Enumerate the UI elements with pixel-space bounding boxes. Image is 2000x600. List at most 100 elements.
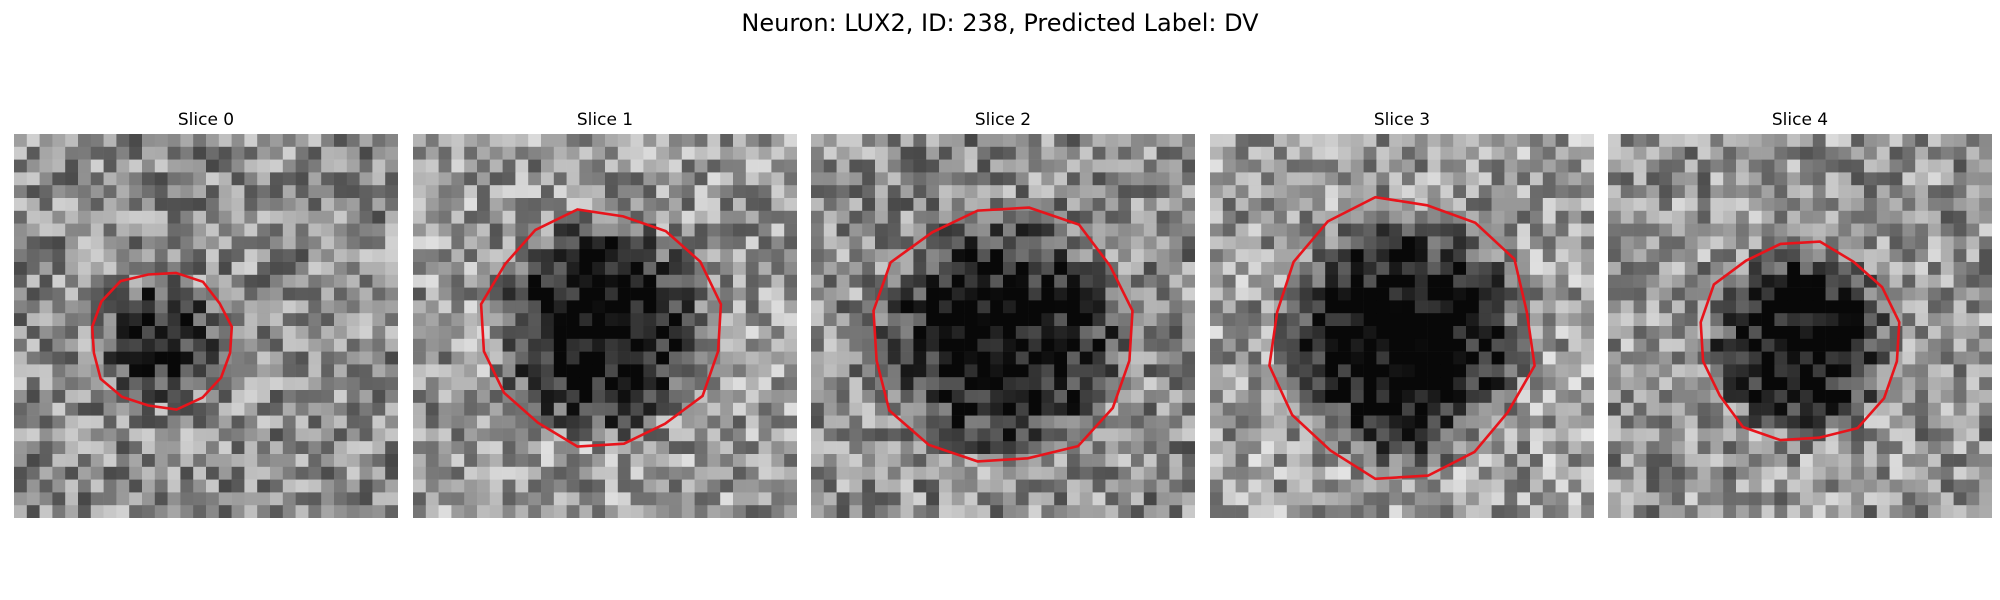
slice-pixel: [1864, 377, 1878, 391]
slice-pixel: [1427, 479, 1441, 493]
slice-pixel: [1787, 223, 1801, 237]
slice-pixel: [116, 377, 130, 391]
slice-pixel: [65, 402, 79, 416]
slice-pixel: [913, 249, 927, 263]
slice-pixel: [1568, 428, 1582, 442]
slice-pixel: [206, 300, 220, 314]
slice-pixel: [1491, 134, 1505, 148]
slice-pixel: [206, 377, 220, 391]
slice-pixel: [193, 223, 207, 237]
slice-pixel: [1633, 505, 1647, 518]
slice-pixel: [385, 159, 398, 173]
slice-pixel: [1800, 262, 1814, 276]
slice-pixel: [167, 146, 181, 160]
slice-pixel: [900, 338, 914, 352]
slice-pixel: [1966, 313, 1980, 327]
slice-pixel: [1889, 262, 1903, 276]
slice-pixel: [413, 428, 427, 442]
slice-pixel: [116, 223, 130, 237]
slice-pixel: [193, 402, 207, 416]
slice-pixel: [334, 274, 348, 288]
slice-pixel: [1105, 313, 1119, 327]
slice-pixel: [681, 505, 695, 518]
slice-pixel: [154, 300, 168, 314]
slice-pixel: [231, 377, 245, 391]
slice-pixel: [617, 159, 631, 173]
slice-pixel: [745, 415, 759, 429]
slice-pixel: [26, 377, 40, 391]
slice-pixel: [1864, 505, 1878, 518]
slice-pixel: [26, 172, 40, 186]
slice-pixel: [1453, 185, 1467, 199]
slice-pixel: [951, 313, 965, 327]
slice-pixel: [1478, 351, 1492, 365]
slice-pixel: [1222, 428, 1236, 442]
slice-pixel: [566, 492, 580, 506]
slice-pixel: [656, 274, 670, 288]
slice-pixel: [1389, 287, 1403, 301]
slice-pixel: [489, 134, 503, 148]
slice-pixel: [1902, 300, 1916, 314]
slice-pixel: [1235, 313, 1249, 327]
slice-pixel: [39, 479, 53, 493]
slice-pixel: [1646, 338, 1660, 352]
slice-pixel: [1902, 146, 1916, 160]
slice-pixel: [939, 479, 953, 493]
slice-pixel: [745, 313, 759, 327]
slice-pixel: [1646, 415, 1660, 429]
slice-pixel: [1889, 466, 1903, 480]
slice-pixel: [1530, 223, 1544, 237]
slice-pixel: [321, 402, 335, 416]
slice-pixel: [103, 428, 117, 442]
slice-pixel: [1953, 338, 1967, 352]
slice-pixel: [244, 415, 258, 429]
slice-pixel: [334, 338, 348, 352]
slice-pixel: [605, 313, 619, 327]
slice-pixel: [1453, 377, 1467, 391]
slice-pixel: [1414, 505, 1428, 518]
slice-pixel: [1851, 479, 1865, 493]
slice-pixel: [1028, 159, 1042, 173]
slice-pixel: [270, 300, 284, 314]
slice-pixel: [553, 415, 567, 429]
slice-pixel: [579, 338, 593, 352]
slice-pixel: [413, 146, 427, 160]
slice-pixel: [1825, 262, 1839, 276]
slice-pixel: [1118, 223, 1132, 237]
slice-pixel: [1542, 159, 1556, 173]
slice-pixel: [1530, 441, 1544, 455]
slice-pixel: [1453, 262, 1467, 276]
slice-pixel: [1787, 441, 1801, 455]
slice-pixel: [1710, 338, 1724, 352]
slice-pixel: [836, 223, 850, 237]
slice-pixel: [26, 466, 40, 480]
slice-pixel: [1338, 415, 1352, 429]
slice-pixel: [489, 172, 503, 186]
slice-pixel: [733, 172, 747, 186]
slice-pixel: [875, 159, 889, 173]
slice-pixel: [977, 146, 991, 160]
slice-pixel: [1274, 185, 1288, 199]
slice-pixel: [720, 249, 734, 263]
slice-pixel: [669, 146, 683, 160]
slice-pixel: [1015, 428, 1029, 442]
slice-pixel: [1235, 274, 1249, 288]
slice-pixel: [1504, 505, 1518, 518]
slice-pixel: [1940, 185, 1954, 199]
slice-pixel: [1079, 454, 1093, 468]
slice-pixel: [1542, 466, 1556, 480]
slice-pixel: [26, 338, 40, 352]
slice-pixel: [438, 172, 452, 186]
slice-pixel: [1966, 134, 1980, 148]
slice-pixel: [1966, 466, 1980, 480]
slice-pixel: [1325, 415, 1339, 429]
slice-pixel: [206, 390, 220, 404]
slice-pixel: [1067, 351, 1081, 365]
slice-pixel: [1684, 236, 1698, 250]
slice-pixel: [295, 313, 309, 327]
slice-pixel: [1041, 185, 1055, 199]
slice-pixel: [372, 313, 386, 327]
slice-pixel: [553, 338, 567, 352]
slice-pixel: [1182, 402, 1195, 416]
slice-pixel: [1286, 351, 1300, 365]
